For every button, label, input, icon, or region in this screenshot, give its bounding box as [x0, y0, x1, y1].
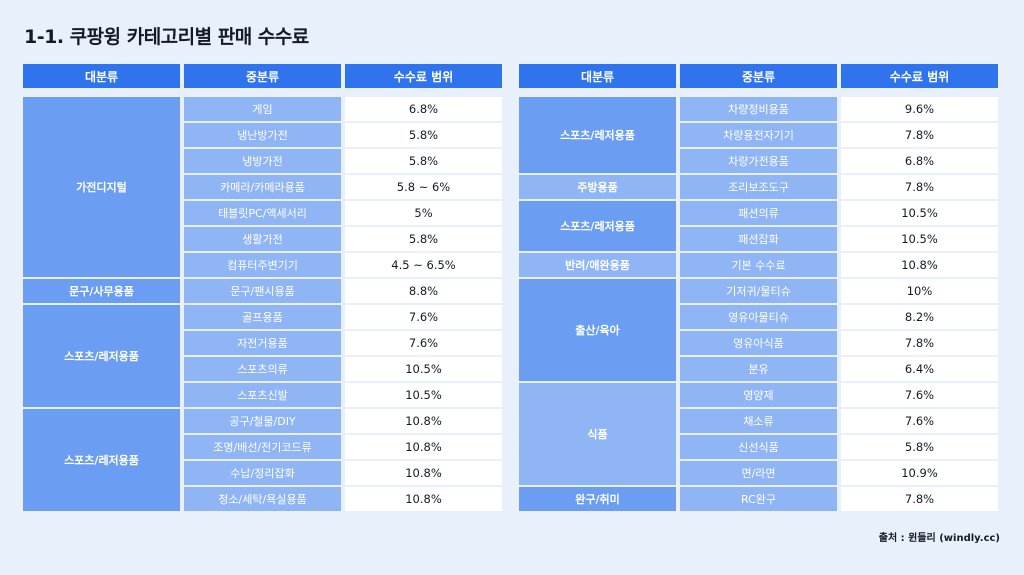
fee-cell: 6.8%: [345, 97, 502, 121]
subcategory-header: 중분류: [184, 64, 341, 88]
fee-table-left: 대분류 중분류 수수료 범위 가전디지털 게임 6.8% 냉난방가전 5.8% 냉방가전 5.8%…: [23, 64, 502, 511]
subcategory-cell: 골프용품: [184, 305, 341, 329]
subcategory-cell: 청소/세탁/욕실용품: [184, 487, 341, 511]
fee-cell: 10.8%: [345, 461, 502, 485]
fee-cell: 5.8%: [841, 435, 998, 459]
subcategory-cell: 카메라/카메라용품: [184, 175, 341, 199]
subcategory-cell: 면/라면: [680, 461, 837, 485]
fee-cell: 10.8%: [345, 435, 502, 459]
subcategory-cell: 기본 수수료: [680, 253, 837, 277]
fee-cell: 10.8%: [841, 253, 998, 277]
subcategory-cell: 차량가전용품: [680, 149, 837, 173]
subcategory-cell: 생활가전: [184, 227, 341, 251]
fee-cell: 7.8%: [841, 123, 998, 147]
subcategory-cell: 냉난방가전: [184, 123, 341, 147]
category-header: 대분류: [23, 64, 180, 88]
subcategory-cell: 공구/철물/DIY: [184, 409, 341, 433]
subcategory-cell: 패션잡화: [680, 227, 837, 251]
category-cell: 스포츠/레저용품: [519, 201, 676, 251]
subcategory-cell: 영유아식품: [680, 331, 837, 355]
subcategory-cell: 기저귀/물티슈: [680, 279, 837, 303]
subcategory-cell: 게임: [184, 97, 341, 121]
category-cell: 반려/애완용품: [519, 253, 676, 277]
subcategory-cell: 태블릿PC/액세서리: [184, 201, 341, 225]
fee-cell: 7.6%: [841, 409, 998, 433]
fee-cell: 10%: [841, 279, 998, 303]
fee-cell: 7.6%: [345, 305, 502, 329]
subcategory-cell: 패션의류: [680, 201, 837, 225]
fee-cell: 7.6%: [841, 383, 998, 407]
subcategory-cell: 컴퓨터주변기기: [184, 253, 341, 277]
category-cell: 스포츠/레저용품: [23, 305, 180, 407]
subcategory-cell: 분유: [680, 357, 837, 381]
category-cell: 출산/육아: [519, 279, 676, 381]
fee-cell: 5%: [345, 201, 502, 225]
fee-cell: 8.8%: [345, 279, 502, 303]
subcategory-cell: 스포츠의류: [184, 357, 341, 381]
subcategory-cell: 영유아물티슈: [680, 305, 837, 329]
fee-table-right: 대분류 중분류 수수료 범위 스포츠/레저용품 차량정비용품 9.6% 차량용전자기기 7.8…: [519, 64, 998, 511]
subcategory-cell: 조리보조도구: [680, 175, 837, 199]
fee-cell: 10.9%: [841, 461, 998, 485]
category-cell: 식품: [519, 383, 676, 485]
category-cell: 주방용품: [519, 175, 676, 199]
subcategory-cell: 조명/배선/전기코드류: [184, 435, 341, 459]
subcategory-cell: 신선식품: [680, 435, 837, 459]
subcategory-cell: 채소류: [680, 409, 837, 433]
fee-cell: 10.5%: [345, 383, 502, 407]
fee-cell: 5.8%: [345, 123, 502, 147]
fee-cell: 7.6%: [345, 331, 502, 355]
category-cell: 스포츠/레저용품: [519, 97, 676, 173]
subcategory-cell: 문구/팬시용품: [184, 279, 341, 303]
category-cell: 문구/사무용품: [23, 279, 180, 303]
page-title: 1-1. 쿠팡윙 카테고리별 판매 수수료: [24, 26, 309, 48]
fee-cell: 7.8%: [841, 175, 998, 199]
subcategory-cell: 냉방가전: [184, 149, 341, 173]
fee-cell: 6.8%: [841, 149, 998, 173]
subcategory-cell: 차량용전자기기: [680, 123, 837, 147]
fee-cell: 6.4%: [841, 357, 998, 381]
subcategory-cell: 자전거용품: [184, 331, 341, 355]
subcategory-cell: 차량정비용품: [680, 97, 837, 121]
fee-range-header: 수수료 범위: [345, 64, 502, 88]
fee-cell: 7.8%: [841, 331, 998, 355]
fee-cell: 7.8%: [841, 487, 998, 511]
category-cell: 완구/취미: [519, 487, 676, 511]
category-cell: 스포츠/레저용품: [23, 409, 180, 511]
source-caption: 출처 : 윈들리 (windly.cc): [878, 533, 1000, 544]
fee-range-header: 수수료 범위: [841, 64, 998, 88]
fee-cell: 10.8%: [345, 487, 502, 511]
fee-cell: 5.8 ~ 6%: [345, 175, 502, 199]
subcategory-cell: 수납/정리잡화: [184, 461, 341, 485]
fee-cell: 8.2%: [841, 305, 998, 329]
fee-cell: 10.5%: [841, 201, 998, 225]
fee-cell: 10.5%: [841, 227, 998, 251]
subcategory-cell: RC완구: [680, 487, 837, 511]
fee-cell: 9.6%: [841, 97, 998, 121]
subcategory-header: 중분류: [680, 64, 837, 88]
category-cell: 가전디지털: [23, 97, 180, 277]
fee-cell: 5.8%: [345, 227, 502, 251]
fee-cell: 4.5 ~ 6.5%: [345, 253, 502, 277]
fee-cell: 10.8%: [345, 409, 502, 433]
subcategory-cell: 영양제: [680, 383, 837, 407]
fee-cell: 10.5%: [345, 357, 502, 381]
fee-cell: 5.8%: [345, 149, 502, 173]
category-header: 대분류: [519, 64, 676, 88]
subcategory-cell: 스포츠신발: [184, 383, 341, 407]
